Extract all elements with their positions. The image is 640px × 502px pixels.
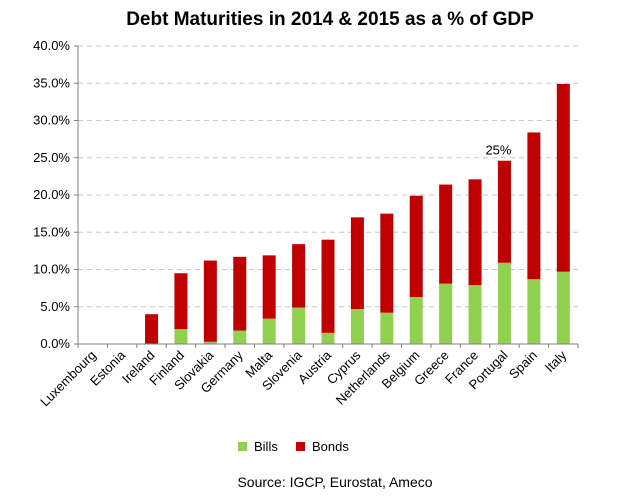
bar-bills-belgium (409, 297, 423, 344)
bar-bills-malta (262, 318, 276, 344)
bar-bonds-austria (321, 239, 335, 333)
bar-bonds-portugal (497, 160, 511, 263)
annotations: 25% (485, 143, 511, 158)
bar-bonds-france (468, 179, 482, 286)
bar-bonds-ireland (145, 314, 159, 344)
annotation-portugal: 25% (485, 143, 511, 158)
bar-bonds-slovenia (292, 244, 306, 308)
y-tick-label: 0.0% (40, 336, 70, 351)
chart-title: Debt Maturities in 2014 & 2015 as a % of… (126, 9, 534, 30)
y-tick-label: 10.0% (33, 262, 70, 277)
gridlines (78, 45, 578, 308)
y-tick-label: 15.0% (33, 224, 70, 239)
bar-bonds-cyprus (350, 217, 364, 309)
bar-bills-portugal (497, 262, 511, 344)
bar-bonds-spain (527, 132, 541, 280)
y-tick-label: 30.0% (33, 113, 70, 128)
y-axis-ticks: 0.0% 5.0% 10.0% 15.0% 20.0% 25.0% 30.0% 35.0% 40… (33, 38, 78, 351)
bar-bonds-netherlands (380, 213, 394, 313)
bar-bills-france (468, 285, 482, 344)
bars (145, 83, 570, 344)
legend-swatch-bonds (296, 442, 305, 451)
bar-bills-greece (439, 283, 453, 344)
bar-bonds-italy (556, 83, 570, 272)
bar-bills-netherlands (380, 312, 394, 344)
bar-bills-austria (321, 332, 335, 344)
bar-bonds-finland (174, 273, 188, 330)
y-tick-label: 5.0% (40, 299, 70, 314)
y-tick-label: 35.0% (33, 75, 70, 90)
bar-bonds-slovakia (203, 260, 217, 342)
bar-bills-finland (174, 329, 188, 344)
bar-bills-cyprus (350, 308, 364, 344)
legend-label-bills: Bills (254, 439, 278, 454)
bar-bills-germany (233, 330, 247, 344)
y-tick-label: 20.0% (33, 187, 70, 202)
legend-label-bonds: Bonds (312, 439, 349, 454)
category-label-spain: Spain (506, 348, 540, 382)
bar-bonds-belgium (409, 195, 423, 298)
legend: Bills Bonds (238, 439, 349, 454)
bar-bonds-greece (439, 184, 453, 284)
bar-bonds-malta (262, 255, 276, 319)
y-tick-label: 25.0% (33, 150, 70, 165)
category-labels: LuxembourgEstoniaIrelandFinlandSlovakiaG… (37, 344, 579, 409)
legend-swatch-bills (238, 442, 247, 451)
source-note: Source: IGCP, Eurostat, Ameco (237, 474, 432, 490)
bar-bills-slovakia (203, 341, 217, 344)
bar-bills-spain (527, 279, 541, 344)
y-tick-label: 40.0% (33, 38, 70, 53)
category-label-italy: Italy (542, 347, 570, 375)
bar-bonds-germany (233, 256, 247, 331)
bar-bills-italy (556, 271, 570, 344)
bar-bills-slovenia (292, 307, 306, 344)
